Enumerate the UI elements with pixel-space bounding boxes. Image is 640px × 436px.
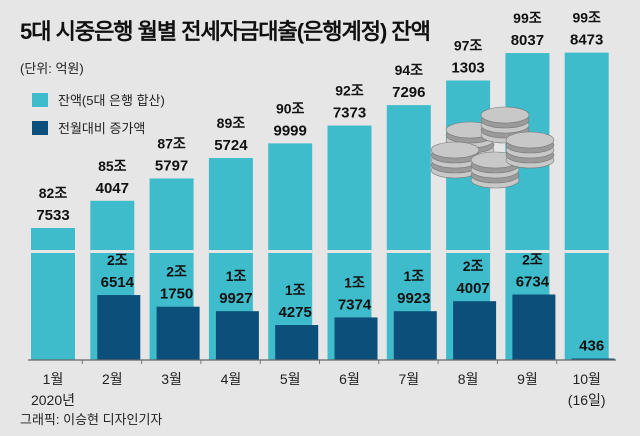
increase-label-trillion: 1조 xyxy=(403,268,424,284)
increase-label-rest: 4275 xyxy=(279,304,312,321)
increase-label-trillion: 1조 xyxy=(285,282,306,298)
increase-label-rest: 1750 xyxy=(160,286,193,303)
balance-label-trillion: 87조 xyxy=(157,135,186,151)
axis-break-gap xyxy=(149,250,194,253)
chart-title: 5대 시중은행 월별 전세자금대출(은행계정) 잔액 xyxy=(20,19,431,44)
x-tick-label: 10월 xyxy=(572,371,600,387)
increase-label-rest: 4007 xyxy=(456,280,489,297)
increase-label-trillion: 2조 xyxy=(522,252,543,268)
increase-label-trillion: 1조 xyxy=(344,274,365,290)
legend-item-increase: 전월대비 증가액 xyxy=(32,118,145,137)
balance-label-rest: 5797 xyxy=(155,157,188,174)
balance-label-rest: 8037 xyxy=(511,32,544,49)
increase-bar xyxy=(393,311,437,360)
increase-bar xyxy=(156,306,200,360)
coin-icon xyxy=(430,141,480,159)
balance-label-trillion: 92조 xyxy=(335,83,364,99)
balance-label-rest: 9999 xyxy=(274,122,307,139)
legend-label-increase: 전월대비 증가액 xyxy=(58,121,146,136)
credit: 그래픽: 이승현 디자인기자 xyxy=(20,412,163,427)
axis-break-gap xyxy=(386,250,431,253)
increase-bar xyxy=(512,294,556,360)
legend-label-balance: 잔액(5대 은행 합산) xyxy=(58,93,165,108)
increase-bar xyxy=(97,295,141,360)
balance-label-trillion: 99조 xyxy=(513,10,542,26)
increase-label-rest: 6514 xyxy=(101,274,135,291)
axis-break-gap xyxy=(268,250,313,253)
balance-label-trillion: 94조 xyxy=(395,62,424,78)
legend-item-balance: 잔액(5대 은행 합산) xyxy=(32,90,165,109)
increase-label-rest: 6734 xyxy=(516,274,550,291)
axis-break-gap xyxy=(31,250,75,253)
axis-break-gap xyxy=(505,250,550,253)
balance-label-rest: 4047 xyxy=(96,180,129,197)
x-tick-label: 9월 xyxy=(517,371,538,387)
balance-label-trillion: 85조 xyxy=(98,158,127,174)
axis-break-gap xyxy=(446,250,491,253)
increase-label-rest: 7374 xyxy=(338,296,372,313)
x-tick-sublabel: 2020년 xyxy=(31,392,75,408)
increase-label-trillion: 2조 xyxy=(107,252,128,268)
increase-bar xyxy=(453,301,497,360)
balance-label-trillion: 99조 xyxy=(572,10,601,26)
increase-bar xyxy=(334,317,378,360)
increase-label-trillion: 2조 xyxy=(166,264,187,280)
increase-label-rest: 9923 xyxy=(397,290,430,307)
increase-bar xyxy=(215,311,259,360)
balance-label-trillion: 89조 xyxy=(217,115,246,131)
balance-label-rest: 7296 xyxy=(392,84,425,101)
x-tick-label: 3월 xyxy=(161,371,182,387)
x-tick-label: 1월 xyxy=(43,371,64,387)
axis-break-gap xyxy=(564,250,609,253)
increase-bar xyxy=(275,325,319,360)
x-tick-label: 7월 xyxy=(398,371,419,387)
balance-label-rest: 1303 xyxy=(451,59,484,76)
x-tick-label: 4월 xyxy=(221,371,242,387)
balance-label-trillion: 90조 xyxy=(276,100,305,116)
coin-icon xyxy=(480,106,530,124)
x-tick-label: 6월 xyxy=(339,371,360,387)
coin-icon xyxy=(505,131,555,149)
x-tick-label: 8월 xyxy=(458,371,479,387)
increase-label-trillion: 2조 xyxy=(463,258,484,274)
increase-label-rest: 9927 xyxy=(219,290,252,307)
unit-label: (단위: 억원) xyxy=(20,61,84,76)
axis-break-gap xyxy=(208,250,253,253)
balance-label-rest: 7533 xyxy=(36,207,69,224)
balance-label-trillion: 97조 xyxy=(454,37,483,53)
axis-break-gap xyxy=(90,250,135,253)
x-tick-sublabel: (16일) xyxy=(568,392,606,408)
increase-bar xyxy=(571,358,615,360)
balance-bar xyxy=(31,228,75,360)
balance-label-rest: 5724 xyxy=(214,137,248,154)
axis-break-gap xyxy=(327,250,372,253)
legend-swatch-increase xyxy=(32,120,48,135)
balance-bar xyxy=(564,52,609,360)
x-tick-label: 5월 xyxy=(280,371,301,387)
balance-label-trillion: 82조 xyxy=(39,185,68,201)
increase-label-trillion: 1조 xyxy=(226,268,247,284)
balance-label-rest: 7373 xyxy=(333,105,366,122)
x-tick-label: 2월 xyxy=(102,371,123,387)
increase-label-rest: 436 xyxy=(579,338,604,355)
legend-swatch-balance xyxy=(32,92,48,107)
balance-label-rest: 8473 xyxy=(570,32,603,49)
